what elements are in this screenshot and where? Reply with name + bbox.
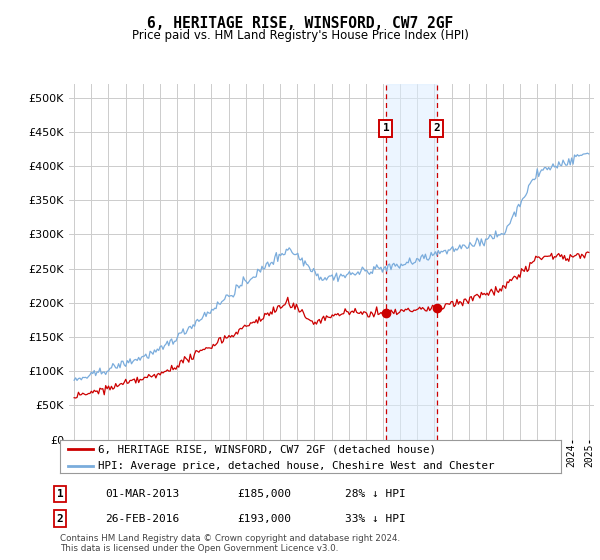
Text: £185,000: £185,000 bbox=[237, 489, 291, 499]
Bar bbox=[386, 84, 437, 440]
Text: HPI: Average price, detached house, Cheshire West and Chester: HPI: Average price, detached house, Ches… bbox=[98, 461, 494, 471]
Text: 1: 1 bbox=[56, 489, 64, 499]
Text: 33% ↓ HPI: 33% ↓ HPI bbox=[345, 514, 406, 524]
Text: 6, HERITAGE RISE, WINSFORD, CW7 2GF (detached house): 6, HERITAGE RISE, WINSFORD, CW7 2GF (det… bbox=[98, 444, 436, 454]
Text: 26-FEB-2016: 26-FEB-2016 bbox=[105, 514, 179, 524]
Text: Contains HM Land Registry data © Crown copyright and database right 2024.
This d: Contains HM Land Registry data © Crown c… bbox=[60, 534, 400, 553]
Text: 2: 2 bbox=[56, 514, 64, 524]
Text: 1: 1 bbox=[383, 123, 389, 133]
Text: 2: 2 bbox=[433, 123, 440, 133]
Text: 28% ↓ HPI: 28% ↓ HPI bbox=[345, 489, 406, 499]
Text: £193,000: £193,000 bbox=[237, 514, 291, 524]
Text: 6, HERITAGE RISE, WINSFORD, CW7 2GF: 6, HERITAGE RISE, WINSFORD, CW7 2GF bbox=[147, 16, 453, 31]
Text: Price paid vs. HM Land Registry's House Price Index (HPI): Price paid vs. HM Land Registry's House … bbox=[131, 29, 469, 42]
Text: 01-MAR-2013: 01-MAR-2013 bbox=[105, 489, 179, 499]
